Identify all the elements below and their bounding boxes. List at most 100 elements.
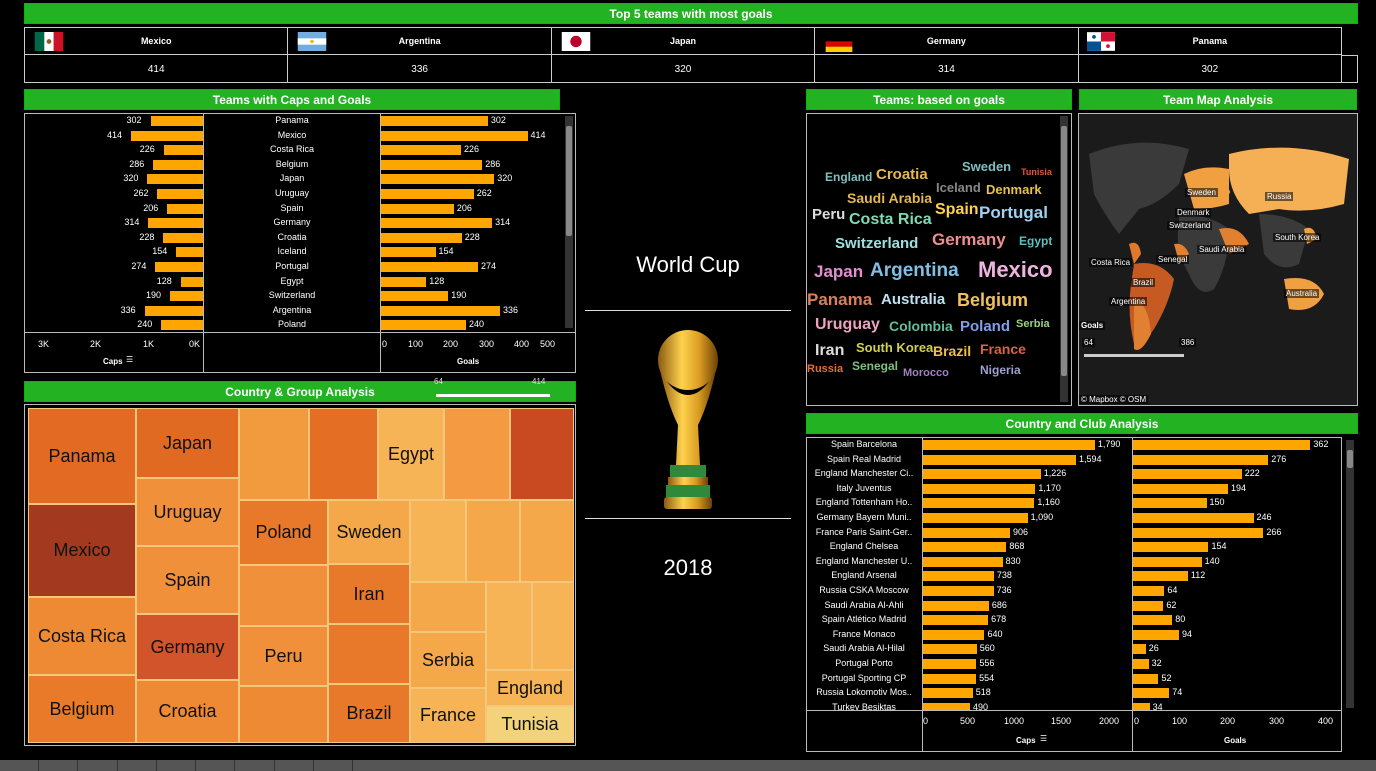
- caps-bar[interactable]: [157, 189, 203, 199]
- club-goals-bar[interactable]: [1133, 586, 1165, 596]
- top5-cell[interactable]: Mexico 414: [25, 28, 289, 82]
- top5-cell[interactable]: Panama 302: [1078, 28, 1342, 82]
- club-goals-bar[interactable]: [1133, 615, 1173, 626]
- club-goals-bar[interactable]: [1133, 659, 1149, 669]
- club-goals-bar[interactable]: [1133, 513, 1254, 523]
- treemap-slider[interactable]: [436, 394, 550, 397]
- club-caps-bar[interactable]: [923, 644, 977, 655]
- club-goals-bar[interactable]: [1133, 440, 1311, 450]
- sheet-tab[interactable]: [235, 760, 275, 771]
- goals-bar[interactable]: [381, 116, 488, 126]
- goals-bar[interactable]: [381, 130, 528, 141]
- treemap-cell[interactable]: Serbia: [410, 632, 486, 688]
- goals-bar[interactable]: [381, 262, 478, 272]
- treemap-cell[interactable]: [466, 500, 520, 582]
- club-caps-bar[interactable]: [923, 440, 1095, 450]
- goals-bar[interactable]: [381, 189, 474, 199]
- club-goals-bar[interactable]: [1133, 483, 1229, 494]
- treemap-cell[interactable]: Egypt: [378, 408, 444, 500]
- treemap-cell[interactable]: Poland: [239, 500, 328, 565]
- caps-bar[interactable]: [163, 145, 203, 156]
- club-caps-bar[interactable]: [923, 498, 1035, 509]
- club-caps-bar[interactable]: [923, 542, 1007, 553]
- sheet-tab[interactable]: [196, 760, 236, 771]
- treemap-cell[interactable]: [520, 500, 574, 582]
- goals-bar[interactable]: [381, 276, 427, 287]
- treemap-cell[interactable]: [239, 686, 328, 743]
- treemap-cell[interactable]: [239, 565, 328, 626]
- club-goals-bar[interactable]: [1133, 600, 1164, 611]
- club-goals-bar[interactable]: [1133, 527, 1264, 538]
- goals-bar[interactable]: [381, 203, 454, 214]
- caps-bar[interactable]: [148, 218, 203, 229]
- goals-bar[interactable]: [381, 145, 461, 156]
- club-goals-bar[interactable]: [1133, 688, 1170, 699]
- caps-bar[interactable]: [169, 291, 203, 302]
- club-caps-bar[interactable]: [923, 586, 994, 596]
- club-goals-bar[interactable]: [1133, 644, 1146, 655]
- treemap-cell[interactable]: Japan: [136, 408, 239, 478]
- treemap-cell[interactable]: Germany: [136, 614, 239, 680]
- caps-bar[interactable]: [147, 174, 203, 185]
- treemap-cell[interactable]: [486, 582, 532, 670]
- club-caps-bar[interactable]: [923, 702, 971, 710]
- goals-bar[interactable]: [381, 291, 449, 302]
- goals-bar[interactable]: [381, 305, 500, 316]
- treemap-cell[interactable]: Iran: [328, 564, 410, 624]
- club-goals-bar[interactable]: [1133, 454, 1269, 465]
- sheet-tab[interactable]: [157, 760, 197, 771]
- club-goals-bar[interactable]: [1133, 571, 1188, 582]
- sort-icon[interactable]: ☰: [1040, 734, 1048, 743]
- treemap-cell[interactable]: Sweden: [328, 500, 410, 564]
- map-panel[interactable]: Sweden Russia Denmark Switzerland South …: [1078, 113, 1358, 406]
- treemap-cell[interactable]: Brazil: [328, 684, 410, 743]
- club-caps-bar[interactable]: [923, 659, 977, 669]
- wordcloud-scrollbar[interactable]: [1060, 116, 1068, 402]
- treemap-cell[interactable]: Tunisia: [486, 706, 574, 743]
- caps-bar[interactable]: [161, 320, 203, 331]
- sheet-tab[interactable]: [314, 760, 354, 771]
- treemap-cell[interactable]: Spain: [136, 546, 239, 614]
- treemap-cell[interactable]: Croatia: [136, 680, 239, 743]
- caps-bar[interactable]: [144, 305, 203, 316]
- club-caps-bar[interactable]: [923, 629, 985, 640]
- caps-bar[interactable]: [167, 203, 203, 214]
- treemap-cell[interactable]: Uruguay: [136, 478, 239, 546]
- treemap-cell[interactable]: Costa Rica: [28, 597, 136, 675]
- club-goals-bar[interactable]: [1133, 673, 1159, 684]
- caps-bar[interactable]: [163, 232, 203, 243]
- caps-bar[interactable]: [131, 130, 203, 141]
- sheet-tab[interactable]: [0, 760, 40, 771]
- caps-bar[interactable]: [155, 262, 203, 272]
- caps-bar[interactable]: [150, 116, 203, 126]
- treemap-cell[interactable]: [410, 582, 486, 632]
- goals-bar[interactable]: [381, 218, 493, 229]
- sort-icon[interactable]: ☰: [126, 355, 134, 364]
- club-caps-bar[interactable]: [923, 571, 994, 582]
- club-caps-bar[interactable]: [923, 600, 989, 611]
- goals-bar[interactable]: [381, 174, 495, 185]
- club-goals-bar[interactable]: [1133, 542, 1209, 553]
- top5-scrollbar[interactable]: [1342, 55, 1358, 83]
- club-goals-bar[interactable]: [1133, 469, 1242, 480]
- caps-bar[interactable]: [176, 247, 203, 258]
- treemap-cell[interactable]: [532, 582, 574, 670]
- sheet-tab[interactable]: [39, 760, 79, 771]
- club-goals-bar[interactable]: [1133, 629, 1180, 640]
- club-caps-bar[interactable]: [923, 527, 1010, 538]
- sheet-tab[interactable]: [275, 760, 314, 771]
- top5-cell[interactable]: Argentina 336: [288, 28, 552, 82]
- club-goals-bar[interactable]: [1133, 556, 1202, 567]
- club-caps-bar[interactable]: [923, 513, 1028, 523]
- treemap-cell[interactable]: Panama: [28, 408, 136, 504]
- club-caps-bar[interactable]: [923, 673, 977, 684]
- goals-bar[interactable]: [381, 159, 483, 170]
- top5-cell[interactable]: Japan 320: [551, 28, 816, 82]
- map-legend-slider[interactable]: [1084, 354, 1184, 357]
- top5-cell[interactable]: Germany 314: [815, 28, 1079, 82]
- club-caps-bar[interactable]: [923, 483, 1036, 494]
- treemap-cell[interactable]: Peru: [239, 626, 328, 686]
- goals-bar[interactable]: [381, 247, 436, 258]
- treemap-cell[interactable]: [510, 408, 574, 500]
- club-goals-bar[interactable]: [1133, 498, 1207, 509]
